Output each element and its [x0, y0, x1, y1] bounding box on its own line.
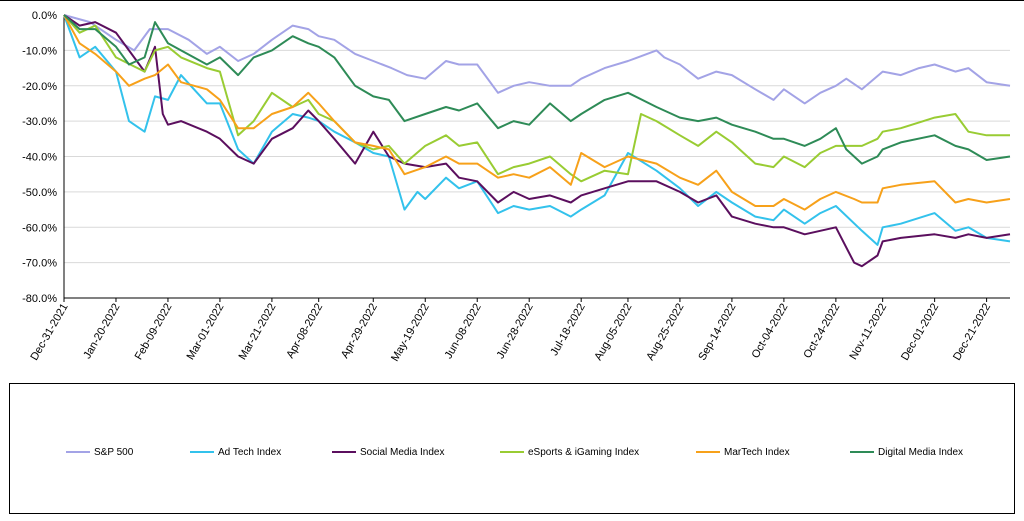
- y-tick-label: -80.0%: [22, 293, 57, 305]
- top-border-line: [0, 0, 1024, 1]
- y-tick-label: -70.0%: [22, 258, 57, 270]
- x-tick-label: Dec-21-2022: [951, 302, 993, 363]
- series-line-ad-tech-index: [63, 14, 1011, 246]
- line-chart: 0.0% -10.0% -20.0% -30.0% -40.0% -50.0% -60.0%…: [22, 10, 1011, 364]
- series-line-digital-media-index: [63, 14, 1011, 165]
- x-tick-label: Apr-29-2022: [339, 302, 380, 361]
- x-tick-label: Aug-25-2022: [644, 302, 686, 363]
- x-tick-label: Feb-09-2022: [133, 302, 175, 363]
- x-tick-label: Oct-24-2022: [802, 302, 843, 361]
- series-line-esports-igaming-index: [63, 14, 1010, 183]
- legend-label: MarTech Index: [724, 446, 790, 458]
- legend-swatch: [332, 451, 356, 453]
- x-tick-label: Jul-18-2022: [548, 302, 587, 358]
- x-tick-label: Sep-14-2022: [696, 302, 738, 363]
- y-tick-label: -30.0%: [22, 116, 57, 128]
- x-tick-label: Dec-01-2022: [899, 302, 941, 363]
- x-tick-label: Nov-11-2022: [847, 302, 889, 362]
- x-tick-labels: Dec-31-2021 Jan-20-2022 Feb-09-2022 Mar-01-…: [28, 302, 993, 364]
- x-tick-label: Aug-05-2022: [592, 302, 634, 363]
- legend-label: S&P 500: [94, 446, 134, 458]
- legend-swatch: [850, 451, 874, 453]
- legend-swatch: [66, 451, 90, 453]
- legend-item-ad-tech-index: Ad Tech Index: [190, 445, 281, 459]
- y-tick-label: -20.0%: [22, 81, 57, 93]
- axes: [63, 15, 1010, 302]
- x-tick-label: Apr-08-2022: [284, 302, 325, 361]
- legend-swatch: [190, 451, 214, 453]
- legend-items: S&P 500 Ad Tech Index Social Media Index eS…: [10, 384, 1014, 513]
- legend-label: Social Media Index: [360, 446, 445, 458]
- y-tick-label: -50.0%: [22, 187, 57, 199]
- legend: S&P 500 Ad Tech Index Social Media Index eS…: [9, 383, 1015, 514]
- legend-item-martech-index: MarTech Index: [696, 445, 790, 459]
- legend-swatch: [500, 451, 524, 453]
- legend-item-esports-igaming-index: eSports & iGaming Index: [500, 445, 639, 459]
- x-tick-label: Jan-20-2022: [81, 302, 122, 362]
- x-tick-label: Jun-08-2022: [443, 302, 484, 362]
- series-line-s-p-500: [63, 14, 1011, 105]
- legend-label: Digital Media Index: [878, 446, 964, 458]
- legend-item-social-media-index: Social Media Index: [332, 445, 445, 459]
- legend-item-digital-media-index: Digital Media Index: [850, 445, 963, 459]
- x-tick-label: Jun-28-2022: [495, 302, 536, 362]
- legend-swatch: [696, 451, 720, 453]
- series-line-martech-index: [63, 14, 1011, 211]
- x-tick-label: Oct-04-2022: [750, 302, 791, 361]
- legend-label: Ad Tech Index: [218, 446, 282, 458]
- y-tick-label: -60.0%: [22, 222, 57, 234]
- gridlines: [64, 49, 1010, 264]
- legend-item-s-p-500: S&P 500: [66, 445, 133, 459]
- x-tick-label: May-19-2022: [389, 302, 432, 364]
- series-line-social-media-index: [63, 14, 1011, 268]
- x-tick-label: Mar-21-2022: [237, 302, 279, 363]
- y-tick-labels: 0.0% -10.0% -20.0% -30.0% -40.0% -50.0% -60.0%…: [22, 10, 57, 305]
- y-tick-label: -10.0%: [22, 45, 57, 57]
- x-tick-label: Dec-31-2021: [28, 302, 70, 363]
- series-lines: [63, 14, 1011, 268]
- x-tick-label: Mar-01-2022: [185, 302, 227, 363]
- y-tick-label: -40.0%: [22, 152, 57, 164]
- y-tick-label: 0.0%: [32, 10, 57, 22]
- legend-label: eSports & iGaming Index: [528, 446, 640, 458]
